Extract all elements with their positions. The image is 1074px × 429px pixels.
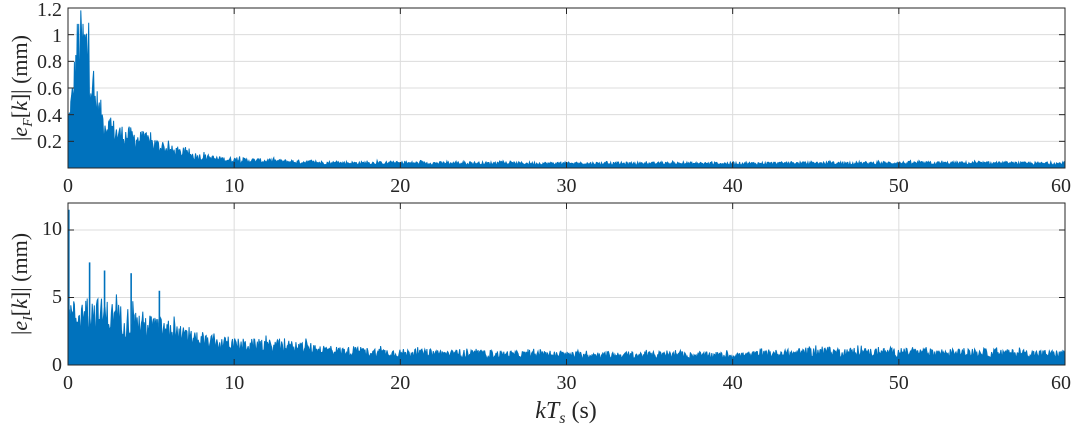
top-ytick-0.6: 0.6 xyxy=(37,78,62,100)
top-xtick-60: 60 xyxy=(1051,175,1071,197)
top-xtick-50: 50 xyxy=(889,175,909,197)
bottom-series-line xyxy=(67,294,1066,361)
bottom-ytick-5: 5 xyxy=(52,286,62,308)
top-xtick-40: 40 xyxy=(723,175,743,197)
top-gridlines xyxy=(68,8,1065,168)
bottom-xtick-20: 20 xyxy=(390,372,410,394)
bottom-panel: 0 10 20 30 40 50 60 0 5 10 |eI[k]| (mm) … xyxy=(7,202,1071,427)
bottom-xtick-50: 50 xyxy=(889,372,909,394)
bottom-xtick-0: 0 xyxy=(63,372,73,394)
top-ytick-0.4: 0.4 xyxy=(37,105,62,127)
top-xtick-30: 30 xyxy=(557,175,577,197)
bottom-xtick-40: 40 xyxy=(723,372,743,394)
bottom-x-axis-label: kTs (s) xyxy=(535,398,597,427)
top-tickmarks xyxy=(67,7,1066,168)
top-y-ticklabels: 0.2 0.4 0.6 0.8 1 1.2 xyxy=(37,0,62,153)
top-ytick-1.2: 1.2 xyxy=(37,0,62,21)
bottom-xtick-10: 10 xyxy=(224,372,244,394)
top-xtick-20: 20 xyxy=(390,175,410,197)
bottom-spikes xyxy=(68,209,161,365)
bottom-ytick-10: 10 xyxy=(42,218,62,240)
top-ytick-0.2: 0.2 xyxy=(37,131,62,153)
bottom-x-ticklabels: 0 10 20 30 40 50 60 xyxy=(63,372,1071,394)
top-xtick-10: 10 xyxy=(224,175,244,197)
top-ytick-1: 1 xyxy=(52,25,62,47)
top-ytick-0.8: 0.8 xyxy=(37,51,62,73)
bottom-ytick-0: 0 xyxy=(52,354,62,376)
bottom-gridlines xyxy=(68,203,1065,365)
bottom-xtick-60: 60 xyxy=(1051,372,1071,394)
top-x-ticklabels: 0 10 20 30 40 50 60 xyxy=(63,175,1071,197)
bottom-xtick-30: 30 xyxy=(557,372,577,394)
bottom-tickmarks xyxy=(67,203,1066,366)
top-xtick-0: 0 xyxy=(63,175,73,197)
top-y-axis-label: |eF[k]| (mm) xyxy=(7,35,36,141)
bottom-y-ticklabels: 0 5 10 xyxy=(42,218,62,376)
bottom-y-axis-label: |eI[k]| (mm) xyxy=(7,233,36,335)
top-panel: 0 10 20 30 40 50 60 0.2 0.4 0.6 0.8 1 1.… xyxy=(7,0,1071,197)
